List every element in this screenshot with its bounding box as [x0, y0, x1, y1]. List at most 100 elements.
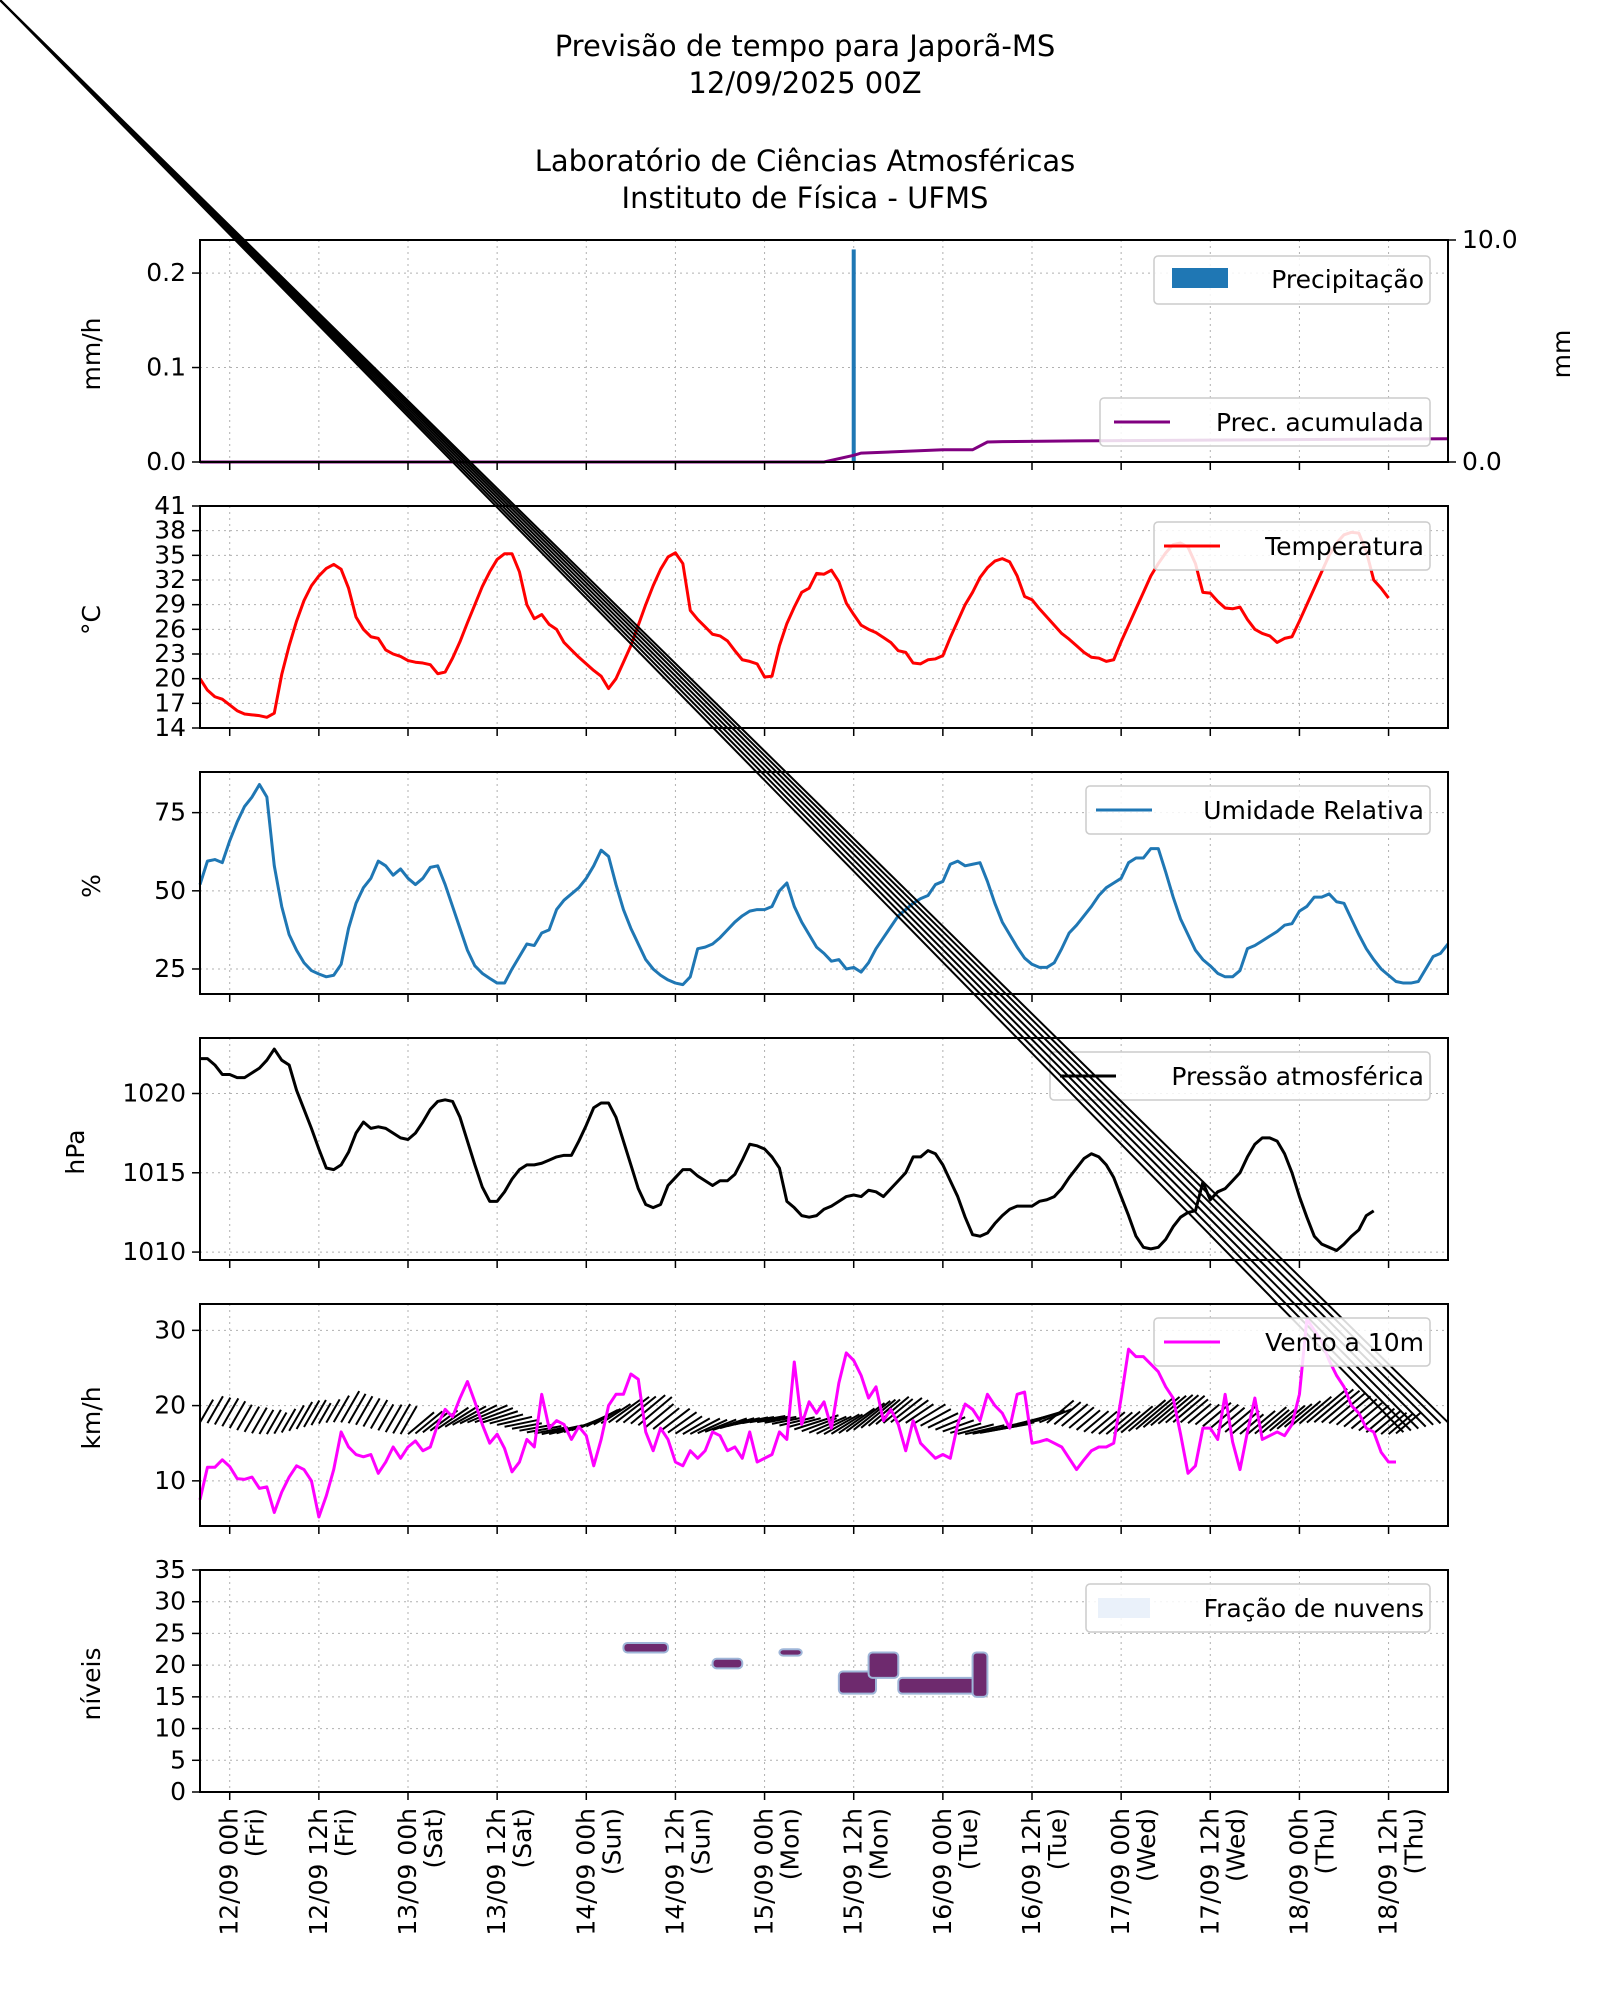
pressure-y-tick-label: 1010	[122, 1237, 186, 1266]
title-line-2: 12/09/2025 00Z	[688, 66, 921, 100]
wind-arrow	[1150, 1394, 1187, 1427]
wind-arrow	[1269, 1407, 1298, 1432]
wind-arrow	[310, 1399, 327, 1426]
x-tick-date-label: 18/09 00h	[1284, 1808, 1313, 1936]
wind-arrow	[347, 1393, 367, 1424]
wind-arrow	[860, 1398, 897, 1429]
wind-arrow	[764, 1415, 797, 1424]
wind-y-tick-label: 10	[154, 1466, 186, 1495]
humidity-marks	[198, 783, 1450, 987]
humidity-y-tick-label: 25	[154, 954, 186, 983]
wind-arrow	[853, 1400, 891, 1431]
wind-arrow	[362, 1397, 381, 1427]
wind-arrow	[667, 1411, 698, 1434]
wind-speed-line	[198, 1317, 1396, 1519]
wind-arrow	[519, 1424, 551, 1432]
wind-arrow	[504, 1419, 538, 1428]
humidity-legend: Umidade Relativa	[1085, 785, 1431, 835]
accumulated-legend: Prec. acumulada	[1099, 397, 1431, 447]
precipitation-x-ticks	[228, 462, 1390, 470]
wind-arrow	[534, 1426, 568, 1435]
wind-arrow	[1105, 1411, 1133, 1435]
wind-arrow	[1075, 1409, 1101, 1431]
wind-arrow	[251, 1407, 268, 1434]
x-tick-date-label: 14/09 00h	[571, 1808, 600, 1936]
wind-arrow	[793, 1414, 839, 1431]
wind-y-tick-label: 20	[154, 1391, 186, 1420]
clouds-y-tick-label: 15	[154, 1682, 186, 1711]
wind-arrow	[340, 1390, 361, 1423]
precipitation-panel: 0.0 0.1 0.2 0.0 10.0 mm/h mm Precipitação P…	[77, 225, 1576, 476]
x-axis-tick-labels: 12/09 00h(Fri) 12/09 12h(Fri) 13/09 00h(Sa…	[215, 1808, 1429, 1936]
temperature-y-tick-label: 17	[154, 688, 186, 717]
wind-arrow	[816, 1415, 852, 1435]
wind-arrow	[882, 1398, 914, 1424]
humidity-y-tick-label: 50	[154, 876, 186, 905]
pressure-line	[200, 1047, 1375, 1252]
x-tick-day-label: (Thu)	[1310, 1808, 1339, 1874]
wind-arrow	[392, 1403, 411, 1434]
clouds-y-tick-label: 25	[154, 1618, 186, 1647]
wind-arrow	[749, 1414, 786, 1424]
clouds-legend-box	[1085, 1583, 1431, 1633]
wind-arrow	[779, 1416, 815, 1427]
title-line-3: Laboratório de Ciências Atmosféricas	[535, 144, 1076, 178]
precipitation-frame	[199, 239, 1449, 463]
cloud-patch	[837, 1670, 877, 1695]
wind-arrow	[1209, 1403, 1240, 1430]
precipitation-right-y-tick-label: 10.0	[1462, 225, 1518, 254]
temperature-legend: Temperatura	[1153, 521, 1431, 571]
x-tick-date-label: 13/09 12h	[482, 1808, 511, 1936]
wind-arrow	[444, 1404, 480, 1428]
wind-arrow	[414, 1410, 443, 1435]
precipitation-y-label: mm/h	[77, 318, 106, 391]
x-tick-day-label: (Tue)	[1043, 1808, 1072, 1870]
temperature-y-tick-label: 32	[154, 565, 186, 594]
wind-x-ticks	[228, 1526, 1390, 1534]
wind-arrow	[1321, 1389, 1361, 1424]
x-tick-date-label: 15/09 12h	[839, 1808, 868, 1936]
wind-arrow	[1335, 1395, 1372, 1426]
temperature-y-tick-label: 20	[154, 664, 186, 693]
x-tick-date-label: 15/09 00h	[750, 1808, 779, 1936]
wind-arrow	[0, 0, 1427, 1428]
wind-arrow	[236, 1404, 253, 1431]
wind-arrow	[674, 1415, 703, 1435]
pressure-legend: Pressão atmosférica	[1049, 1051, 1431, 1101]
wind-arrow	[0, 0, 1405, 1433]
clouds-x-ticks	[228, 1792, 1390, 1800]
pressure-marks	[200, 1047, 1375, 1252]
wind-arrow	[912, 1403, 946, 1425]
wind-arrow	[1298, 1396, 1332, 1425]
wind-arrow	[615, 1396, 650, 1423]
wind-arrow	[332, 1395, 350, 1423]
wind-arrow	[1276, 1404, 1306, 1430]
cloud-patch	[867, 1651, 900, 1679]
precipitation-right-y-ticks: 0.0 10.0	[1448, 225, 1518, 476]
x-tick-day-label: (Tue)	[954, 1808, 983, 1870]
wind-legend-label: Vento a 10m	[1265, 1328, 1424, 1357]
wind-arrow	[801, 1417, 837, 1433]
pressure-frame	[199, 1037, 1449, 1261]
wind-arrow	[957, 1423, 994, 1435]
wind-arrow	[325, 1398, 341, 1424]
title-line-4: Instituto de Física - UFMS	[622, 181, 989, 215]
clouds-y-tick-label: 35	[154, 1555, 186, 1584]
wind-arrow	[526, 1425, 562, 1434]
x-tick-date-label: 12/09 00h	[215, 1808, 244, 1936]
temperature-y-tick-label: 38	[154, 516, 186, 545]
wind-arrow	[808, 1415, 847, 1434]
wind-arrow	[838, 1407, 876, 1434]
wind-arrow	[213, 1397, 232, 1425]
precipitation-legend: Precipitação	[1153, 255, 1431, 305]
wind-arrow	[280, 1408, 297, 1434]
x-tick-date-label: 17/09 12h	[1195, 1808, 1224, 1936]
figure-title: Previsão de tempo para Japorã-MS 12/09/2…	[535, 29, 1076, 215]
x-tick-day-label: (Sat)	[419, 1808, 448, 1869]
wind-arrow	[1246, 1410, 1276, 1435]
wind-arrow	[1350, 1402, 1383, 1430]
wind-arrow	[288, 1404, 305, 1432]
temperature-frame	[199, 505, 1449, 729]
